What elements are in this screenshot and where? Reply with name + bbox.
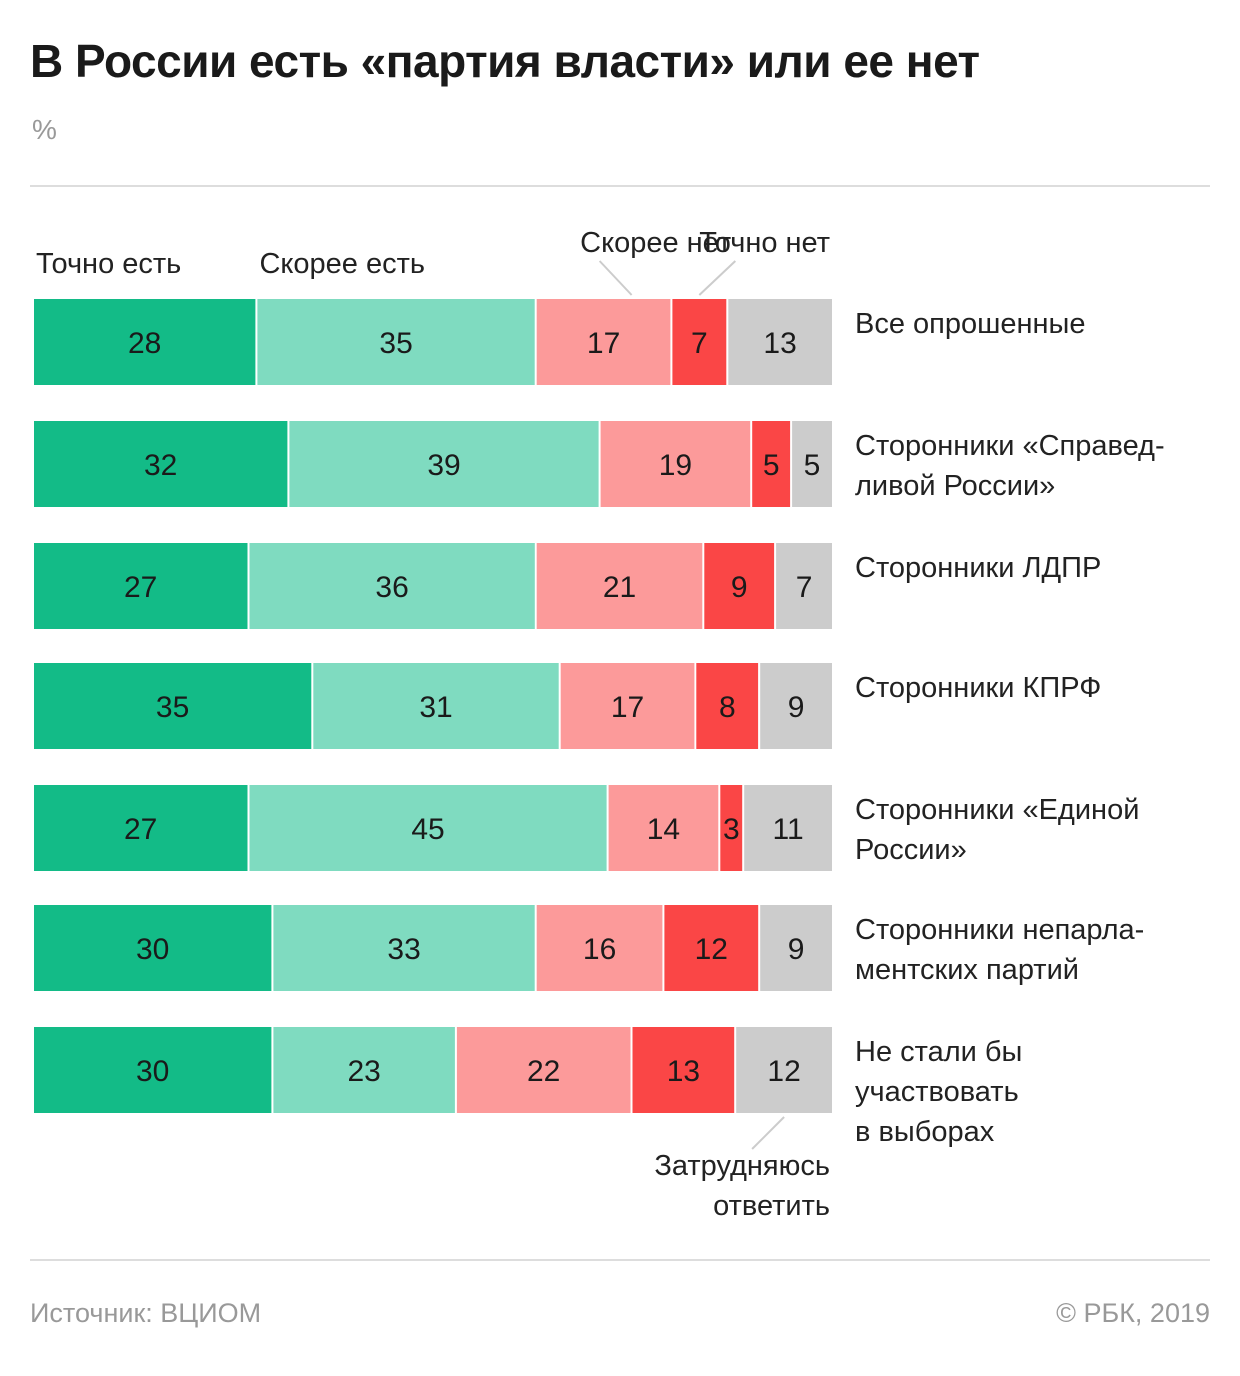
bar-segment-rather_yes [249,785,607,871]
bar-segment-definitely_yes [34,421,288,507]
bar-segment-rather_yes [249,543,535,629]
bar-segment-definitely_no [752,421,791,507]
bottom-divider [30,1259,1210,1261]
top-divider [30,185,1210,187]
bar-segment-hard_to_say [728,299,832,385]
bar-value-label: 12 [767,1055,800,1088]
unit-label: % [32,114,57,145]
bar-segment-rather_no [608,785,719,871]
bar-value-label: 9 [788,933,805,966]
bar-value-label: 9 [731,571,748,604]
row-label: Сторонники непарла- [855,914,1144,946]
bar-value-label: 27 [124,571,157,604]
legend-leader-hard-to-say [751,1116,785,1150]
bar-segment-definitely_yes [34,543,248,629]
legend-leader-definitely-no [698,260,737,296]
bar-value-label: 19 [659,449,692,482]
bar-value-label: 5 [763,449,780,482]
row-label: Сторонники КПРФ [855,672,1101,704]
bar-value-label: 36 [375,571,408,604]
bar-segment-hard_to_say [736,1027,832,1113]
bar-segment-definitely_no [696,663,759,749]
bar-value-label: 11 [773,813,804,846]
bar-segment-rather_no [560,663,695,749]
row-label: Сторонники «Справед- [855,430,1165,462]
bar-segment-definitely_no [704,543,775,629]
bar-segment-rather_yes [289,421,599,507]
legend-label-rather-no: Скорее нет [580,227,731,259]
bar-segment-hard_to_say [776,543,832,629]
bar-segment-definitely_no [720,785,743,871]
bar-segment-rather_no [600,421,751,507]
bar-value-label: 28 [128,327,161,360]
bar-value-label: 35 [156,691,189,724]
bar-value-label: 7 [796,571,813,604]
bar-segment-hard_to_say [744,785,832,871]
row-label: ливой России» [855,470,1055,502]
legend-label-rather-yes: Скорее есть [259,248,425,280]
bar-segment-rather_no [536,905,663,991]
bar-value-label: 21 [603,571,636,604]
bar-value-label: 16 [583,933,616,966]
bar-segment-hard_to_say [792,421,832,507]
bar-segment-definitely_no [664,905,759,991]
row-label: в выборах [855,1116,995,1148]
bar-value-label: 3 [723,813,740,846]
row-label: Сторонники ЛДПР [855,552,1101,584]
bar-segment-definitely_yes [34,905,272,991]
bar-value-label: 13 [667,1055,700,1088]
bar-value-label: 32 [144,449,177,482]
bar-value-label: 17 [611,691,644,724]
bar-segment-rather_yes [313,663,559,749]
bar-value-label: 30 [136,1055,169,1088]
legend-label-definitely-no: Точно нет [699,227,830,259]
bar-segment-definitely_yes [34,1027,272,1113]
bar-segment-rather_no [456,1027,631,1113]
bar-segment-rather_no [536,299,671,385]
bar-segment-rather_yes [257,299,535,385]
bar-value-label: 7 [691,327,708,360]
bar-segment-hard_to_say [760,663,832,749]
row-label: России» [855,834,967,866]
bar-value-label: 14 [647,813,680,846]
bar-value-label: 33 [387,933,420,966]
bar-value-label: 23 [348,1055,381,1088]
bar-segment-rather_no [536,543,703,629]
bar-value-label: 45 [411,813,444,846]
legend-label-hard-to-say: Затрудняюсь [654,1150,830,1182]
bar-value-label: 39 [427,449,460,482]
row-label: участвовать [855,1076,1019,1108]
legend-leader-rather-no [598,260,633,296]
chart-title: В России есть «партия власти» или ее нет [30,35,980,87]
bar-segment-definitely_yes [34,663,312,749]
row-label: Все опрошенные [855,308,1086,340]
bar-value-label: 27 [124,813,157,846]
legend-label-definitely-yes: Точно есть [36,248,181,280]
bar-value-label: 8 [719,691,736,724]
bar-value-label: 13 [763,327,796,360]
bar-segment-rather_yes [273,905,535,991]
legend-label-hard-to-say: ответить [713,1190,830,1222]
bar-segment-definitely_no [632,1027,735,1113]
bar-value-label: 30 [136,933,169,966]
bar-segment-definitely_no [672,299,727,385]
bar-segment-rather_yes [273,1027,455,1113]
bar-value-label: 5 [804,449,821,482]
bar-value-label: 12 [695,933,728,966]
bar-segment-definitely_yes [34,299,256,385]
copyright-label: © РБК, 2019 [1056,1298,1210,1328]
bar-value-label: 17 [587,327,620,360]
bar-value-label: 9 [788,691,805,724]
bar-segment-definitely_yes [34,785,248,871]
row-label: Не стали бы [855,1036,1022,1068]
bar-value-label: 31 [419,691,452,724]
row-label: Сторонники «Единой [855,794,1139,826]
bar-segment-hard_to_say [760,905,832,991]
row-label: ментских партий [855,954,1079,986]
source-label: Источник: ВЦИОМ [30,1298,262,1328]
bar-value-label: 22 [527,1055,560,1088]
bar-value-label: 35 [379,327,412,360]
